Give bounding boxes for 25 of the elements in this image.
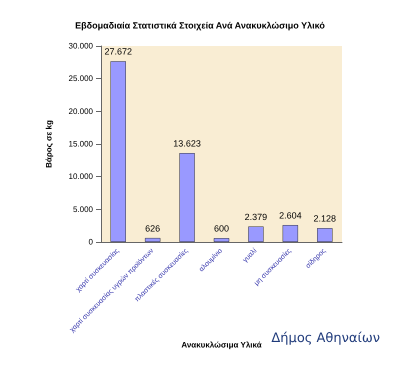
chart-title: Εβδομαδιαία Στατιστικά Στοιχεία Ανά Ανακυκλώσιμο Υλικό (75, 20, 326, 30)
y-tick-label: 0 (88, 238, 94, 246)
data-label: 2.128 (314, 214, 336, 224)
bar (248, 226, 264, 242)
y-axis-title: Βάρος σε kg (44, 120, 54, 168)
data-label: 2.604 (279, 210, 302, 220)
y-tick-label: 15.000 (68, 140, 94, 148)
y-tick-label: 30.000 (68, 42, 94, 50)
data-label: 600 (214, 224, 230, 234)
data-label: 27.672 (104, 46, 132, 57)
text: Δήμος Αθηναίων (271, 331, 380, 346)
bar (317, 228, 333, 242)
x-axis-title: Ανακυκλώσιμα Υλικά (181, 340, 262, 350)
data-label: 13.623 (173, 138, 201, 148)
bar (282, 224, 298, 242)
bar (214, 238, 230, 242)
bar (110, 61, 126, 242)
bar (144, 238, 160, 242)
bar (179, 152, 195, 242)
y-tick-label: 10.000 (68, 172, 94, 182)
data-label: 626 (145, 223, 160, 234)
y-tick-label: 25.000 (68, 74, 94, 84)
y-tick-label: 20.000 (68, 106, 94, 116)
data-label: 2.379 (244, 212, 268, 222)
y-tick-label: 5.000 (72, 204, 94, 214)
